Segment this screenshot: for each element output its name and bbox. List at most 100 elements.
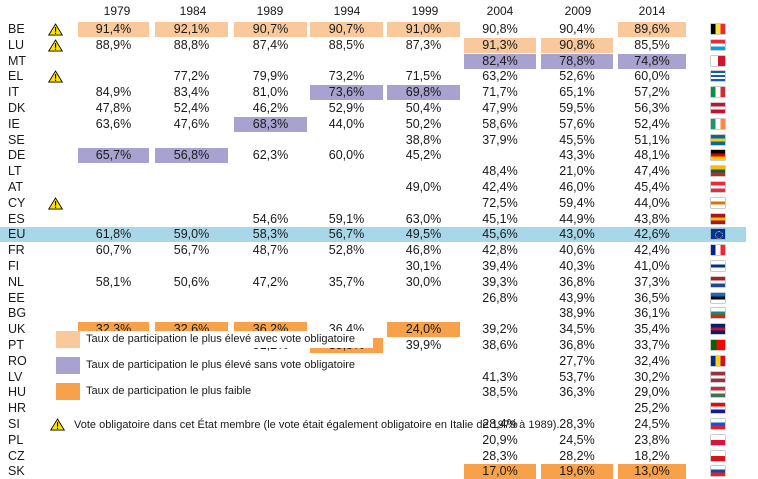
flag-nl-icon <box>711 276 725 287</box>
turnout-cell-1999 <box>387 370 460 385</box>
turnout-cell-1989 <box>234 291 307 306</box>
turnout-cell-1999: 49,5% <box>405 227 442 242</box>
turnout-cell-2009: 28,3% <box>559 417 595 431</box>
legend-swatch <box>56 331 80 348</box>
turnout-cell-2004: 48,4% <box>482 164 518 179</box>
turnout-cell-2014: 52,4% <box>634 116 670 131</box>
flag-fr-icon <box>711 245 725 256</box>
turnout-cell-2004: 42,4% <box>482 180 518 194</box>
turnout-cell-1989: 47,2% <box>252 274 289 289</box>
flag-ee-icon <box>711 292 725 303</box>
turnout-cell-1999: 71,5% <box>405 69 442 84</box>
turnout-cell-1994 <box>310 449 383 464</box>
table-row: HU 38,5% 36,3% 29,0% <box>0 385 758 400</box>
turnout-cell-1999: 45,2% <box>405 148 442 163</box>
turnout-cell-1994 <box>310 164 383 179</box>
table-row: LV 41,3% 53,7% 30,2% <box>0 370 758 385</box>
flag-se-icon <box>711 134 725 145</box>
country-code: HU <box>8 385 27 400</box>
turnout-cell-1984 <box>155 54 228 69</box>
table-row: IE 63,6% 47,6% 68,3% 44,0% 50,2% 58,6% 57,6% 52,… <box>0 116 758 132</box>
flag-lv-icon <box>711 371 725 382</box>
turnout-cell-1994 <box>310 54 383 69</box>
turnout-cell-2004 <box>464 354 536 369</box>
turnout-cell-2009: 44,9% <box>559 211 595 226</box>
country-code: PT <box>8 338 24 352</box>
country-code: IE <box>8 116 20 131</box>
turnout-cell-1984: 77,2% <box>173 69 210 84</box>
table-row: DK 47,8% 52,4% 46,2% 52,9% 50,4% 47,9% 59,5% 56,… <box>0 101 758 116</box>
turnout-cell-1994: 60,0% <box>328 148 365 163</box>
turnout-cell-2004: 41,3% <box>482 369 518 384</box>
table-row: LT 48,4% 21,0% 47,4% <box>0 164 758 179</box>
turnout-cell-1999: 46,8% <box>405 243 442 258</box>
flag-it-icon <box>711 87 725 98</box>
turnout-cell-2009: 43,3% <box>559 148 595 163</box>
turnout-cell-2004: 39,4% <box>482 259 518 273</box>
flag-bg-icon <box>711 308 725 319</box>
country-code: BG <box>8 306 27 321</box>
turnout-cell-1984 <box>155 196 228 211</box>
turnout-cell-2004: 63,2% <box>482 69 518 84</box>
flag-eu-icon <box>711 229 725 240</box>
turnout-cell-2004: 58,6% <box>482 116 518 131</box>
turnout-cell-2014: 74,8% <box>618 53 686 69</box>
flag-el-icon <box>711 71 725 82</box>
turnout-cell-2004: 82,4% <box>464 53 536 69</box>
turnout-cell-1989: 90,7% <box>234 22 307 37</box>
table-row: BE 91,4% 92,1% 90,7% 90,7% 91,0% 90,8% 90,4% 89,… <box>0 22 758 37</box>
turnout-cell-1999: 24,0% <box>387 322 460 338</box>
turnout-cell-1979 <box>78 401 149 416</box>
turnout-cell-2009: 45,5% <box>559 132 595 147</box>
flag-at-icon <box>711 182 725 192</box>
flag-hr-icon <box>711 403 725 414</box>
turnout-cell-2004: 39,2% <box>482 322 518 337</box>
turnout-cell-2014: 45,4% <box>634 180 670 194</box>
flag-si-icon <box>711 419 725 429</box>
turnout-cell-1999: 30,1% <box>405 259 442 273</box>
turnout-cell-2009: 43,0% <box>559 227 595 242</box>
turnout-cell-1989: 68,3% <box>234 116 307 132</box>
turnout-cell-2009: 27,7% <box>559 353 595 368</box>
turnout-cell-1989 <box>234 164 307 179</box>
flag-pl-icon <box>711 434 725 445</box>
turnout-cell-2004: 20,9% <box>482 432 518 447</box>
turnout-cell-1984 <box>155 449 228 464</box>
turnout-cell-2004: 38,6% <box>482 338 518 352</box>
table-row: DE 65,7% 56,8% 62,3% 60,0% 45,2% 43,3% 48,1% <box>0 148 758 164</box>
legend-item: Taux de participation le plus faible <box>56 383 373 400</box>
turnout-cell-2014: 36,5% <box>634 290 670 305</box>
turnout-cell-1989 <box>234 54 307 69</box>
flag-cy-icon <box>711 197 725 208</box>
turnout-cell-2004: 28,4% <box>482 417 518 431</box>
turnout-cell-1999 <box>387 385 460 400</box>
turnout-cell-2009: 36,8% <box>559 274 595 289</box>
turnout-cell-2009: 59,5% <box>559 101 595 115</box>
table-row: NL 58,1% 50,6% 47,2% 35,7% 30,0% 39,3% 36,8% 37,… <box>0 275 758 290</box>
year-header-2014: 2014 <box>638 4 666 18</box>
turnout-cell-2014: 51,1% <box>634 132 670 147</box>
flag-mt-icon <box>711 55 725 66</box>
turnout-cell-2004: 38,5% <box>482 385 518 400</box>
turnout-cell-1979: 84,9% <box>95 85 132 100</box>
turnout-cell-1979 <box>78 180 149 195</box>
legend-label: Taux de participation le plus élevé avec… <box>86 333 356 345</box>
turnout-cell-2009: 52,6% <box>559 69 595 84</box>
turnout-cell-2004: 90,8% <box>482 22 518 36</box>
year-header-1994: 1994 <box>333 4 361 18</box>
warning-icon <box>48 23 63 36</box>
flag-dk-icon <box>711 103 725 113</box>
turnout-cell-2014: 24,5% <box>634 417 670 431</box>
turnout-cell-2009 <box>541 401 613 416</box>
turnout-cell-2014: 47,4% <box>634 164 670 179</box>
turnout-cell-1989 <box>234 180 307 195</box>
country-code: EU <box>8 227 26 242</box>
turnout-cell-1989 <box>234 196 307 211</box>
turnout-cell-1999: 63,0% <box>405 211 442 226</box>
turnout-cell-1989: 62,3% <box>252 148 289 163</box>
turnout-cell-1984: 52,4% <box>173 101 210 115</box>
country-code: NL <box>8 274 24 289</box>
turnout-cell-2014: 57,2% <box>634 85 670 100</box>
turnout-cell-1989: 46,2% <box>252 101 289 115</box>
turnout-cell-2009: 21,0% <box>559 164 595 179</box>
